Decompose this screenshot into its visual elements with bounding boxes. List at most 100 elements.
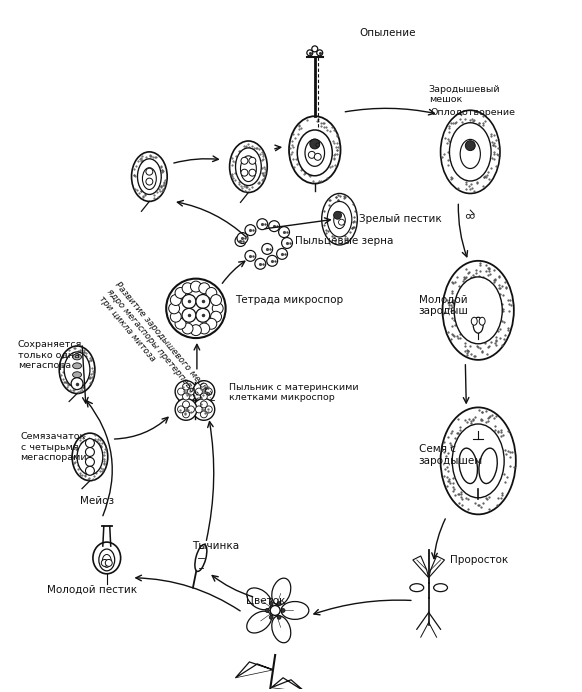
Ellipse shape [247, 588, 272, 610]
Circle shape [86, 466, 94, 475]
Circle shape [333, 211, 342, 219]
Circle shape [270, 606, 280, 615]
Circle shape [276, 248, 288, 260]
Circle shape [255, 258, 266, 269]
Circle shape [308, 152, 315, 158]
Circle shape [200, 383, 207, 390]
Circle shape [211, 295, 222, 305]
Circle shape [178, 406, 184, 413]
Circle shape [282, 237, 293, 248]
Circle shape [269, 601, 273, 606]
Text: Молодой
зародыш: Молодой зародыш [419, 295, 469, 316]
Circle shape [171, 311, 181, 322]
Ellipse shape [93, 542, 120, 574]
Ellipse shape [459, 448, 477, 484]
Circle shape [257, 219, 268, 230]
Ellipse shape [132, 152, 167, 201]
Circle shape [241, 170, 248, 176]
Circle shape [71, 378, 83, 390]
Polygon shape [271, 677, 305, 692]
Ellipse shape [73, 363, 81, 369]
Circle shape [86, 448, 94, 457]
Ellipse shape [449, 122, 491, 181]
Ellipse shape [442, 261, 514, 360]
Ellipse shape [77, 439, 103, 475]
Circle shape [307, 50, 313, 56]
Circle shape [206, 318, 217, 329]
Circle shape [269, 615, 273, 619]
Circle shape [182, 283, 193, 293]
Text: Пыльцевые зерна: Пыльцевые зерна [295, 236, 393, 246]
Circle shape [314, 154, 321, 161]
Circle shape [249, 170, 256, 176]
Ellipse shape [72, 433, 108, 481]
Ellipse shape [240, 156, 256, 181]
Circle shape [183, 383, 190, 390]
Ellipse shape [272, 616, 291, 643]
Circle shape [182, 323, 193, 334]
Circle shape [182, 309, 196, 322]
Ellipse shape [229, 141, 267, 192]
Circle shape [235, 235, 246, 246]
Circle shape [249, 157, 256, 164]
Ellipse shape [247, 611, 272, 633]
Ellipse shape [460, 139, 480, 169]
Ellipse shape [327, 201, 352, 237]
Polygon shape [236, 662, 273, 677]
Circle shape [169, 303, 180, 313]
Circle shape [187, 388, 194, 395]
Ellipse shape [441, 408, 516, 514]
Ellipse shape [99, 549, 115, 571]
Circle shape [166, 279, 226, 338]
Circle shape [175, 381, 197, 403]
Circle shape [146, 178, 153, 185]
Circle shape [199, 323, 210, 334]
Circle shape [183, 411, 190, 418]
Circle shape [86, 439, 94, 448]
Ellipse shape [137, 158, 161, 194]
Text: Пыльник с материнскими
клетками микроспор: Пыльник с материнскими клетками микроспо… [229, 383, 359, 402]
Ellipse shape [410, 584, 424, 592]
Ellipse shape [333, 212, 345, 228]
Circle shape [187, 406, 194, 413]
Text: Тетрада микроспор: Тетрада микроспор [236, 295, 343, 305]
Circle shape [339, 219, 345, 225]
Ellipse shape [73, 372, 81, 378]
Circle shape [182, 295, 196, 309]
Text: Молодой пестик: Молодой пестик [47, 585, 137, 594]
Circle shape [196, 295, 210, 309]
Circle shape [237, 233, 248, 244]
Circle shape [277, 601, 281, 606]
Ellipse shape [289, 116, 340, 183]
Circle shape [466, 140, 475, 151]
Text: Зрелый пестик: Зрелый пестик [359, 215, 442, 224]
Circle shape [200, 411, 207, 418]
Ellipse shape [322, 194, 357, 245]
Text: Опыление: Опыление [359, 28, 416, 38]
Circle shape [183, 401, 190, 408]
Circle shape [310, 139, 320, 149]
Ellipse shape [473, 317, 483, 333]
Text: Проросток: Проросток [450, 555, 509, 565]
Circle shape [105, 559, 112, 566]
Ellipse shape [281, 601, 309, 619]
Circle shape [190, 281, 201, 292]
Circle shape [199, 283, 210, 293]
Ellipse shape [479, 448, 497, 484]
Circle shape [241, 157, 248, 164]
Circle shape [267, 255, 278, 266]
Circle shape [262, 244, 273, 255]
Ellipse shape [73, 354, 81, 360]
Circle shape [171, 295, 181, 305]
Ellipse shape [305, 139, 325, 166]
Text: Тычинка: Тычинка [192, 541, 239, 551]
Circle shape [101, 559, 108, 566]
Circle shape [211, 311, 222, 322]
Circle shape [466, 215, 470, 219]
Circle shape [245, 251, 256, 262]
Text: Мейоз: Мейоз [80, 495, 114, 506]
Ellipse shape [479, 317, 485, 325]
Text: Сохраняется
только одна
мегаспора: Сохраняется только одна мегаспора [17, 340, 82, 370]
Circle shape [206, 287, 217, 298]
Circle shape [178, 388, 184, 395]
